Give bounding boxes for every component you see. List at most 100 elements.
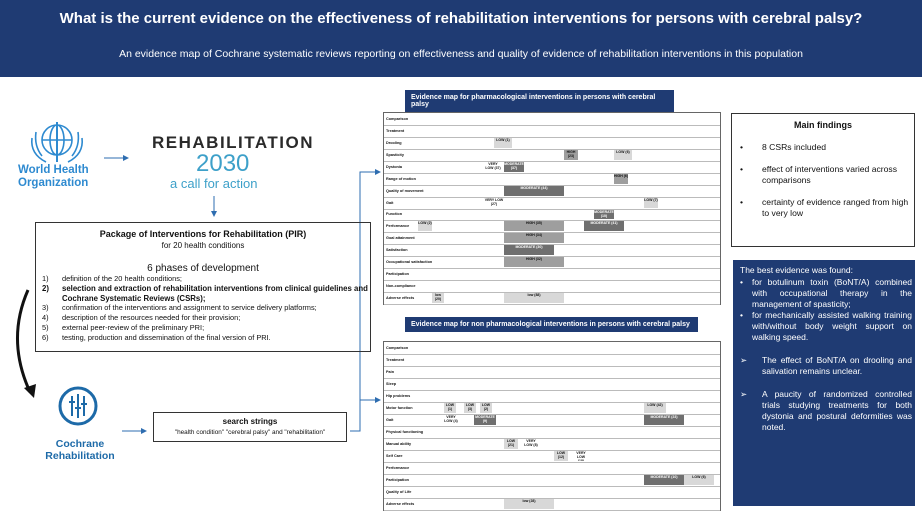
best-text: for botulinum toxin (BoNT/A) combined wi… [752, 277, 912, 309]
phase-number: 4) [42, 313, 49, 323]
evidence-cell: LOW (12) [554, 451, 568, 461]
pir-phase: 3) confirmation of the interventions and … [42, 303, 368, 313]
map-row-label: Function [386, 212, 403, 217]
map-row-label: Treatment [386, 358, 405, 362]
findings-list: • 8 CSRs included • effect of intervention… [740, 142, 912, 230]
page-subtitle: An evidence map of Cochrane systematic r… [119, 48, 803, 60]
page-title: What is the current evidence on the effe… [59, 10, 863, 27]
pir-phase: 6) testing, production and dissemination … [42, 333, 368, 343]
pir-box: Package of Interventions for Rehabilitat… [35, 222, 371, 352]
evidence-cell: HIGH (23) [564, 149, 578, 160]
best-text: A paucity of randomized controlled trial… [762, 389, 912, 432]
who-line1: World Health [18, 164, 89, 176]
map-row-divider [384, 268, 720, 270]
phase-number: 6) [42, 332, 49, 342]
bullet-icon: • [740, 142, 744, 152]
evidence-cell: MODERATE (37) [504, 161, 524, 172]
arrow-bullet-icon: ➢ [740, 355, 748, 365]
cochrane-logo-icon [58, 386, 98, 426]
phase-text: external peer-review of the preliminary … [62, 322, 205, 332]
map-row-divider [384, 414, 720, 415]
map-row-label: Drooling [386, 140, 402, 145]
phase-text: description of the resources needed for … [62, 313, 241, 323]
map2-title: Evidence map for non pharmacological int… [405, 317, 698, 332]
map-row-divider [384, 366, 720, 367]
map-row-label: Quality of Life [386, 490, 412, 494]
rehab-2030-tagline: a call for action [170, 176, 258, 191]
evidence-cell: MODERATE (41) [584, 221, 624, 232]
best-arrow-item: ➢ A paucity of randomized controlled tria… [740, 389, 912, 433]
main-findings-box: Main findings • 8 CSRs included • effect o… [731, 113, 915, 247]
evidence-cell: LOW (2) [418, 221, 432, 232]
pir-subtitle: for 20 health conditions [161, 241, 245, 250]
evidence-cell: LOW (1) [444, 403, 456, 413]
evidence-cell: low (88) [504, 293, 564, 303]
map-row-label: Spasticity [386, 152, 404, 157]
map-row-label: Hip problems [386, 394, 411, 398]
evidence-cell: VERY LOW (18) [574, 451, 588, 461]
evidence-cell: MODERATE (10) [644, 475, 684, 485]
map-row-label: Occupational satisfaction [386, 260, 433, 265]
cochrane-line2: Rehabilitation [45, 450, 115, 462]
map-row-label: Performance [386, 224, 410, 229]
map-row-divider [384, 280, 720, 282]
map-row-label: Comparison [386, 346, 409, 350]
map-row-label: Manual ability [386, 442, 412, 446]
map-row-label: Pain [386, 370, 395, 374]
evidence-cell: HIGH (32) [504, 257, 564, 268]
evidence-cell: MODERATE (23) [644, 415, 684, 425]
phase-text: confirmation of the interventions and as… [62, 303, 317, 313]
map-row-divider [384, 232, 720, 234]
map-row-divider [384, 148, 720, 150]
bullet-icon: • [740, 277, 743, 287]
best-text: The effect of BoNT/A on drooling and sal… [762, 355, 912, 376]
phase-number: 5) [42, 322, 49, 332]
phase-text: definition of the 20 health conditions; [62, 274, 182, 283]
evidence-cell: HIGH (6) [614, 173, 628, 184]
best-title: The best evidence was found: [740, 265, 853, 275]
header-banner: What is the current evidence on the effe… [0, 0, 922, 77]
map-row-divider [384, 426, 720, 427]
map-row-divider [384, 304, 720, 305]
evidence-cell: low (28) [504, 499, 554, 509]
map-row-label: Treatment [386, 128, 405, 133]
map-row-divider [384, 354, 720, 355]
map-row-divider [384, 184, 720, 186]
map-row-divider [384, 438, 720, 439]
map-row-divider [384, 196, 720, 198]
phase-number: 3) [42, 303, 49, 313]
map-row-divider [384, 256, 720, 258]
evidence-cell: HIGH (35) [504, 221, 564, 232]
map-row-label: Quality of movement [386, 188, 424, 193]
pir-phases-heading: 6 phases of development [147, 263, 259, 274]
bullet-icon: • [740, 164, 744, 174]
map-row-divider [384, 462, 720, 463]
map-row-label: Comparison [386, 116, 409, 121]
search-strings-box: search strings "health condition" "cereb… [153, 412, 347, 442]
findings-title: Main findings [794, 120, 852, 130]
search-title: search strings [222, 417, 278, 426]
evidence-cell: LOW (42) [644, 403, 666, 413]
evidence-cell: VERY LOW (8) [524, 439, 538, 449]
map-row-label: Dystonia [386, 164, 403, 169]
map-row-label: Participation [386, 272, 409, 277]
finding-item: • 8 CSRs included [740, 142, 912, 153]
pir-phase: 5) external peer-review of the preliminar… [42, 323, 368, 333]
map-row-divider [384, 498, 720, 499]
map1-title: Evidence map for pharmacological interve… [405, 90, 674, 112]
map-row-divider [384, 136, 720, 138]
evidence-cell: LOW (2) [480, 403, 492, 413]
evidence-cell: MODERATE (9) [474, 415, 496, 425]
map-row-divider [384, 124, 720, 126]
pir-title: Package of Interventions for Rehabilitat… [99, 229, 307, 239]
finding-text: certainty of evidence ranged from high t… [762, 197, 909, 218]
who-line2: Organization [18, 177, 89, 189]
map2-table: Comparison Treatment Pain Sleep Hip problems… [383, 341, 721, 511]
map-row-divider [384, 378, 720, 379]
pir-phase: 1) definition of the 20 health conditions… [42, 274, 368, 284]
map-row-divider [384, 292, 720, 294]
cochrane-line1: Cochrane [55, 438, 105, 450]
map-row-divider [384, 160, 720, 162]
rehab-2030-wordmark: REHABILITATION [152, 133, 315, 152]
